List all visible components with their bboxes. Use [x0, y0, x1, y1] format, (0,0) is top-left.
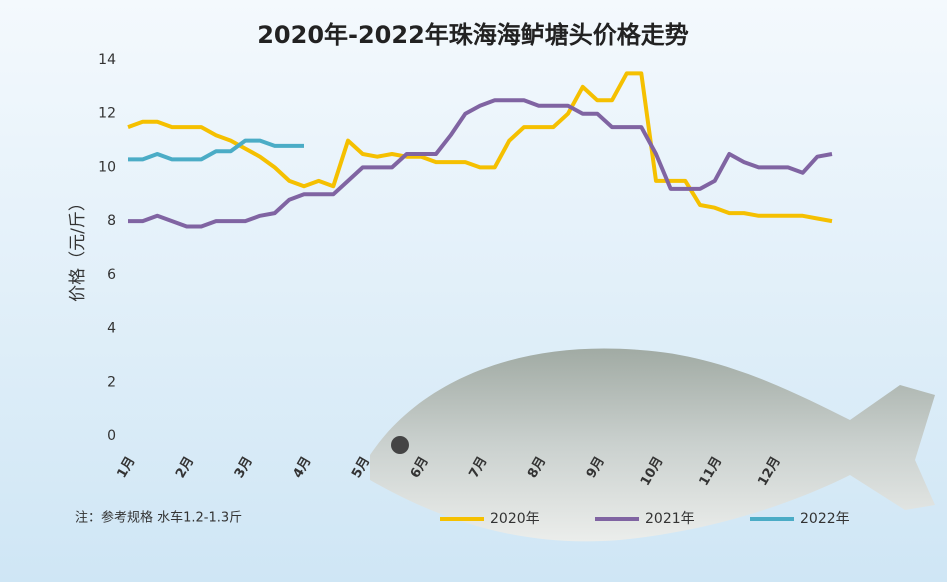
note: 注：参考规格 水车1.2-1.3斤 [75, 510, 242, 526]
chart-title: 2020年-2022年珠海海鲈塘头价格走势 [257, 21, 689, 49]
y-tick-label: 14 [98, 52, 116, 68]
fish-illustration [370, 348, 935, 542]
legend-label: 2022年 [800, 511, 850, 527]
legend-label: 2021年 [645, 511, 695, 527]
series-line [128, 98, 833, 229]
y-tick-label: 4 [107, 321, 116, 337]
y-tick-label: 0 [107, 428, 116, 444]
legend-label: 2020年 [490, 511, 540, 527]
y-tick-label: 6 [107, 267, 116, 283]
y-tick-label: 2 [107, 374, 116, 390]
y-tick-label: 12 [98, 106, 116, 122]
series-line [127, 71, 833, 224]
y-tick-label: 8 [107, 213, 116, 229]
series-line [128, 138, 304, 162]
y-axis-label: 价格（元/斤） [68, 194, 88, 302]
y-tick-label: 10 [98, 159, 116, 175]
